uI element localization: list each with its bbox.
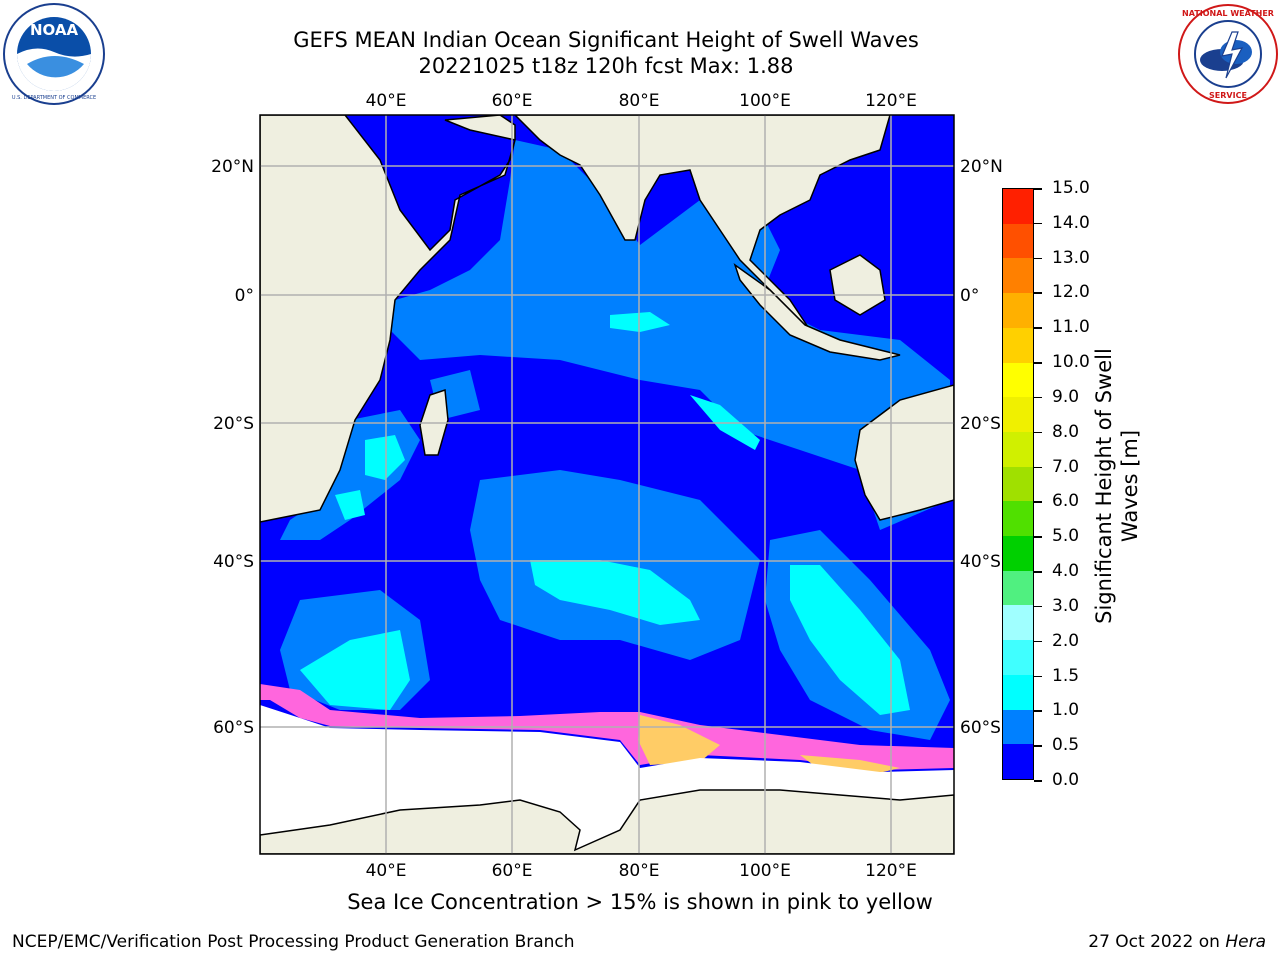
lat-tick: 20°N bbox=[211, 157, 254, 177]
sea-ice-note: Sea Ice Concentration > 15% is shown in … bbox=[347, 890, 933, 914]
lon-tick: 60°E bbox=[492, 861, 533, 881]
colorbar-segment bbox=[1003, 397, 1033, 432]
colorbar-tick-label: 9.0 bbox=[1052, 386, 1080, 407]
colorbar-tick-label: 6.0 bbox=[1052, 491, 1080, 512]
colorbar-segment bbox=[1003, 189, 1033, 224]
svg-text:SERVICE: SERVICE bbox=[1209, 91, 1247, 100]
colorbar-tick-label: 7.0 bbox=[1052, 456, 1080, 477]
svg-text:U.S. DEPARTMENT OF COMMERCE: U.S. DEPARTMENT OF COMMERCE bbox=[12, 95, 96, 101]
colorbar-segment bbox=[1003, 362, 1033, 398]
lon-ticks-bottom: 40°E 60°E 80°E 100°E 120°E bbox=[366, 861, 917, 881]
lat-tick: 20°S bbox=[960, 414, 1001, 434]
map-subtitle: 20221025 t18z 120h fcst Max: 1.88 bbox=[418, 54, 794, 78]
colorbar-tick bbox=[1034, 362, 1042, 364]
svg-text:NATIONAL WEATHER: NATIONAL WEATHER bbox=[1182, 9, 1274, 18]
colorbar-segment bbox=[1003, 709, 1033, 745]
lon-ticks-top: 40°E 60°E 80°E 100°E 120°E bbox=[366, 91, 917, 111]
colorbar-segment bbox=[1003, 293, 1033, 328]
colorbar-tick-label: 4.0 bbox=[1052, 561, 1080, 582]
colorbar-tick-label: 3.0 bbox=[1052, 595, 1080, 616]
colorbar-segment bbox=[1003, 431, 1033, 467]
colorbar-segment bbox=[1003, 327, 1033, 363]
lon-tick: 100°E bbox=[739, 861, 791, 881]
colorbar-tick-label: 15.0 bbox=[1052, 178, 1090, 198]
run-date-credit: 27 Oct 2022 on Hera bbox=[1088, 932, 1266, 952]
lon-tick: 100°E bbox=[739, 91, 791, 111]
colorbar-tick bbox=[1034, 327, 1042, 329]
colorbar-tick bbox=[1034, 710, 1042, 712]
colorbar-tick-label: 13.0 bbox=[1052, 247, 1090, 268]
lat-tick: 0° bbox=[235, 286, 254, 306]
producer-credit: NCEP/EMC/Verification Post Processing Pr… bbox=[12, 932, 575, 952]
land-masses bbox=[260, 115, 954, 854]
lon-tick: 120°E bbox=[865, 861, 917, 881]
colorbar-tick bbox=[1034, 675, 1042, 678]
colorbar-tick bbox=[1034, 188, 1042, 190]
colorbar-tick bbox=[1034, 292, 1042, 294]
lon-tick: 60°E bbox=[492, 91, 533, 111]
colorbar-segment bbox=[1003, 570, 1033, 606]
colorbar-tick bbox=[1034, 466, 1042, 469]
colorbar-tick-label: 0.5 bbox=[1052, 735, 1080, 756]
colorbar-tick bbox=[1034, 257, 1042, 260]
map-title: GEFS MEAN Indian Ocean Significant Heigh… bbox=[293, 28, 919, 52]
graticule bbox=[260, 115, 954, 854]
colorbar-tick bbox=[1034, 396, 1042, 399]
colorbar-segment bbox=[1003, 258, 1033, 294]
lon-tick: 40°E bbox=[366, 91, 407, 111]
colorbar-segment bbox=[1003, 744, 1033, 779]
lat-tick: 40°S bbox=[213, 552, 254, 572]
colorbar-tick-label: 12.0 bbox=[1052, 282, 1090, 303]
colorbar-tick bbox=[1034, 536, 1042, 538]
colorbar-tick bbox=[1034, 431, 1042, 434]
colorbar-segment bbox=[1003, 640, 1033, 675]
colorbar-tick-label: 0.0 bbox=[1052, 770, 1080, 790]
lat-tick: 0° bbox=[960, 286, 979, 306]
lat-tick: 40°S bbox=[960, 552, 1001, 572]
lat-tick: 60°S bbox=[960, 718, 1001, 738]
colorbar-tick bbox=[1034, 745, 1042, 747]
colorbar-segment bbox=[1003, 674, 1033, 710]
map-frame bbox=[259, 114, 955, 855]
lat-tick: 20°N bbox=[960, 157, 1003, 177]
lon-tick: 40°E bbox=[366, 861, 407, 881]
colorbar-title: Significant Height of Swell Waves [m] bbox=[1092, 348, 1142, 624]
colorbar-segment bbox=[1003, 466, 1033, 502]
lon-tick: 80°E bbox=[619, 861, 660, 881]
colorbar-tick bbox=[1034, 501, 1042, 503]
host-name: Hera bbox=[1225, 932, 1266, 952]
lon-tick: 80°E bbox=[619, 91, 660, 111]
colorbar-tick-label: 8.0 bbox=[1052, 421, 1080, 442]
svg-text:NOAA: NOAA bbox=[30, 21, 79, 39]
colorbar-tick-label: 10.0 bbox=[1052, 352, 1090, 373]
colorbar-tick bbox=[1034, 780, 1042, 782]
colorbar-tick-label: 5.0 bbox=[1052, 526, 1080, 547]
swell-zone-high bbox=[300, 312, 910, 715]
lon-tick: 120°E bbox=[865, 91, 917, 111]
colorbar-tick-label: 14.0 bbox=[1052, 212, 1090, 233]
colorbar-segment bbox=[1003, 223, 1033, 259]
colorbar-tick-label: 11.0 bbox=[1052, 317, 1090, 338]
lat-tick: 60°S bbox=[213, 718, 254, 738]
colorbar-tick-label: 1.5 bbox=[1052, 665, 1080, 686]
colorbar-tick bbox=[1034, 640, 1042, 643]
lat-ticks-left: 20°N 0° 20°S 40°S 60°S bbox=[211, 157, 254, 738]
colorbar-tick bbox=[1034, 571, 1042, 573]
run-date: 27 Oct 2022 on bbox=[1088, 932, 1226, 952]
colorbar-tick bbox=[1034, 605, 1042, 608]
noaa-logo: NOAA U.S. DEPARTMENT OF COMMERCE bbox=[3, 3, 105, 105]
nws-logo: NATIONAL WEATHER SERVICE bbox=[1178, 4, 1278, 104]
colorbar-segment bbox=[1003, 501, 1033, 537]
colorbar-tick bbox=[1034, 222, 1042, 225]
colorbar-segment bbox=[1003, 536, 1033, 571]
lat-tick: 20°S bbox=[213, 414, 254, 434]
colorbar-tick-label: 1.0 bbox=[1052, 700, 1080, 721]
lat-ticks-right: 20°N 0° 20°S 40°S 60°S bbox=[960, 157, 1003, 738]
colorbar-tick-label: 2.0 bbox=[1052, 630, 1080, 651]
colorbar-segment bbox=[1003, 605, 1033, 641]
colorbar bbox=[1002, 188, 1034, 780]
